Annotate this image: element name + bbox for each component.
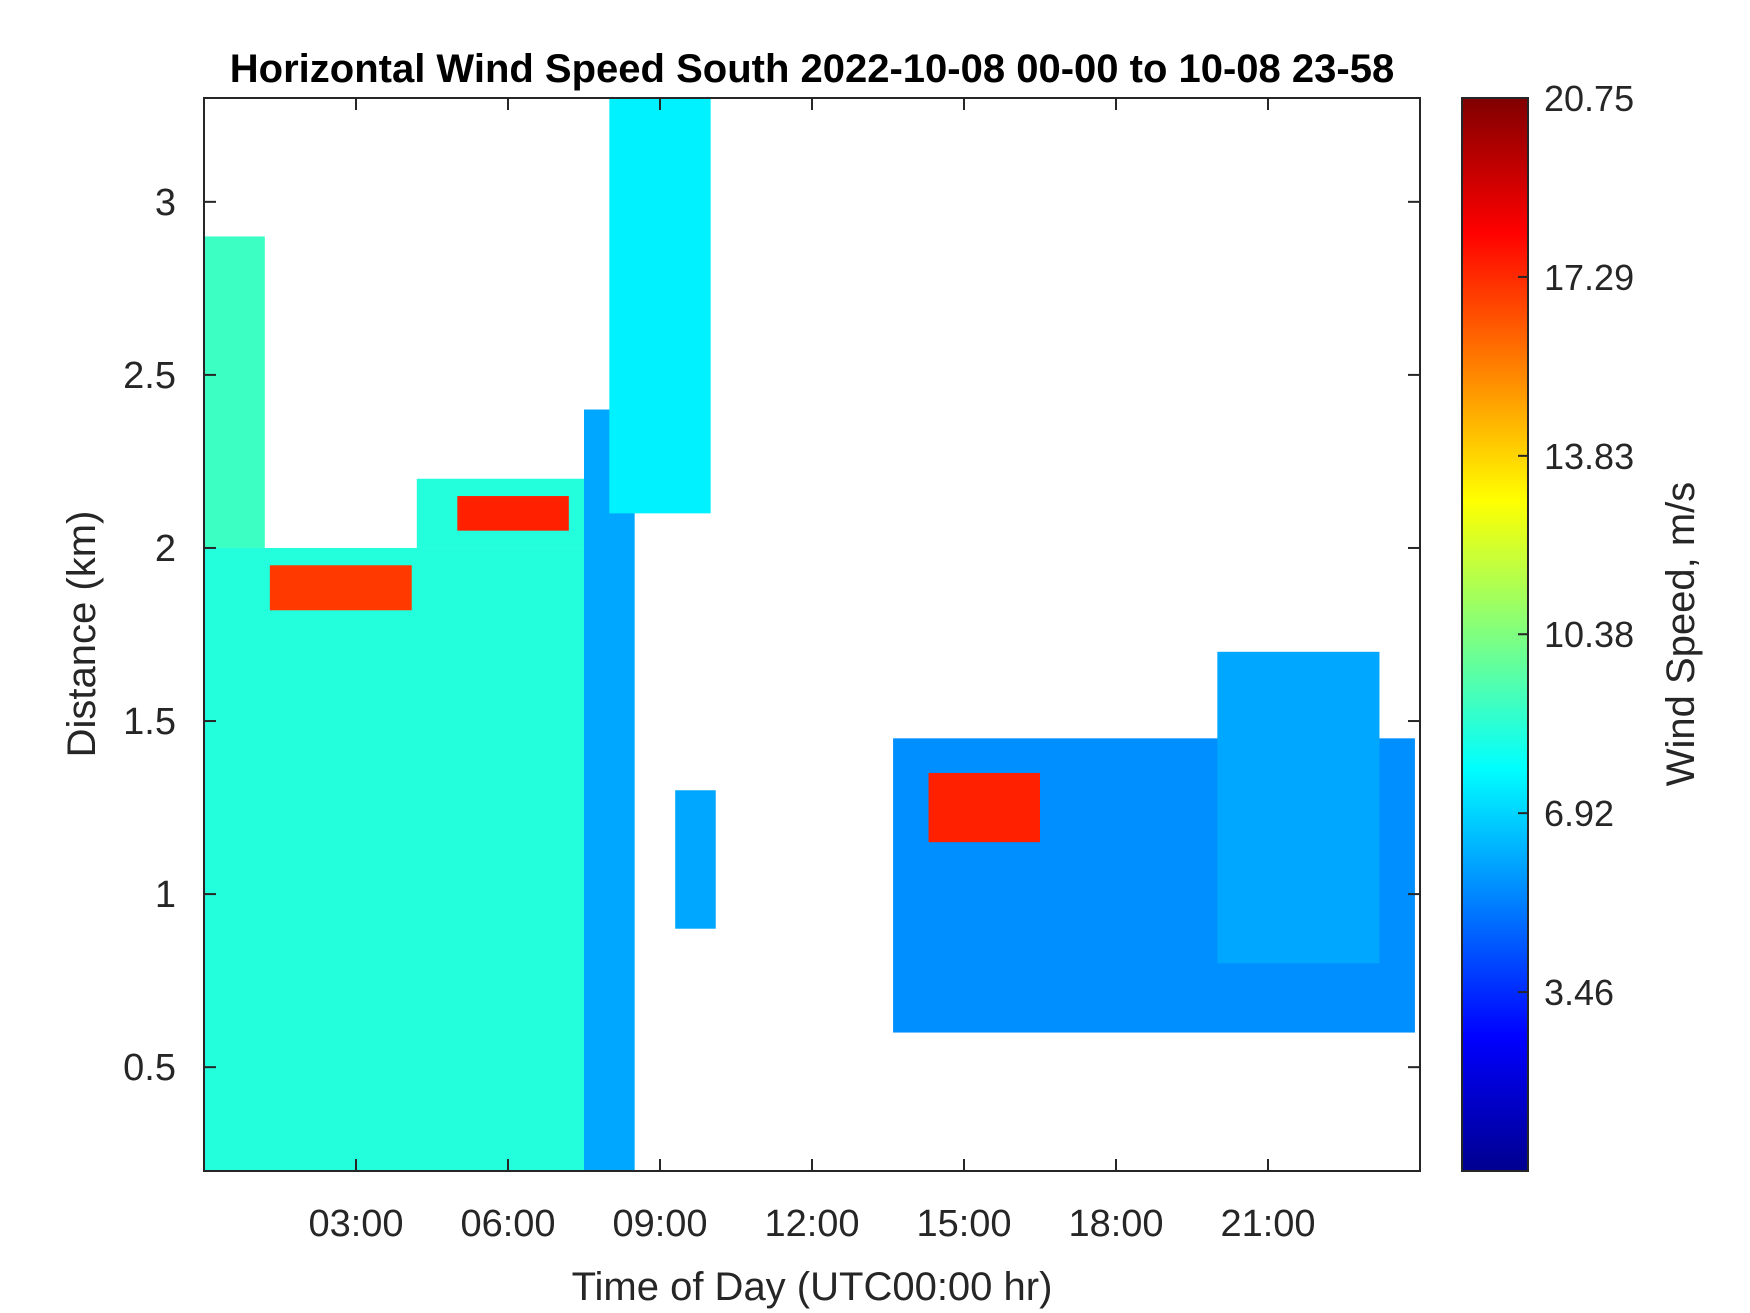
colorbar-tick-label: 10.38: [1544, 614, 1634, 655]
heatmap-region: [928, 772, 1040, 843]
x-tick-label: 09:00: [612, 1203, 707, 1245]
heatmap-region: [457, 496, 569, 531]
heatmap-region: [584, 409, 635, 1171]
x-tick-label: 03:00: [308, 1203, 403, 1245]
y-axis-ticks: 0.5 1 1.5 2 2.5 3: [123, 182, 1420, 1089]
heatmap-cells: [204, 98, 1415, 1171]
x-tick-label: 18:00: [1068, 1203, 1163, 1245]
x-axis-label: Time of Day (UTC00:00 hr): [572, 1265, 1053, 1309]
x-tick-label: 12:00: [764, 1203, 859, 1245]
colorbar-ticks: 3.46 6.92 10.38 13.83 17.29 20.75: [1518, 78, 1634, 1013]
x-tick-label: 21:00: [1220, 1203, 1315, 1245]
y-tick-label: 1: [155, 874, 176, 916]
colorbar-tick-label: 17.29: [1544, 257, 1634, 298]
heatmap-region: [269, 565, 412, 611]
colorbar-label: Wind Speed, m/s: [1659, 482, 1703, 787]
y-tick-label: 2: [155, 528, 176, 570]
y-axis-label: Distance (km): [60, 511, 104, 758]
heatmap-region: [609, 98, 711, 514]
chart-title: Horizontal Wind Speed South 2022-10-08 0…: [230, 47, 1394, 91]
y-tick-label: 3: [155, 182, 176, 224]
colorbar-tick-label: 6.92: [1544, 793, 1614, 834]
colorbar-tick-label: 3.46: [1544, 972, 1614, 1013]
y-tick-label: 1.5: [123, 701, 176, 743]
heatmap-region: [1217, 651, 1380, 964]
x-axis-ticks: 03:00 06:00 09:00 12:00 15:00 18:00 21:00: [308, 98, 1316, 1245]
heatmap-region: [204, 547, 584, 1171]
x-tick-label: 06:00: [460, 1203, 555, 1245]
heatmap-region: [204, 236, 265, 548]
colorbar: [1461, 97, 1529, 1172]
y-tick-label: 0.5: [123, 1047, 176, 1089]
colorbar-tick-label: 13.83: [1544, 436, 1634, 477]
colorbar-tick-label: 20.75: [1544, 78, 1634, 119]
x-tick-label: 15:00: [916, 1203, 1011, 1245]
heatmap-region: [675, 790, 716, 929]
y-tick-label: 2.5: [123, 355, 176, 397]
